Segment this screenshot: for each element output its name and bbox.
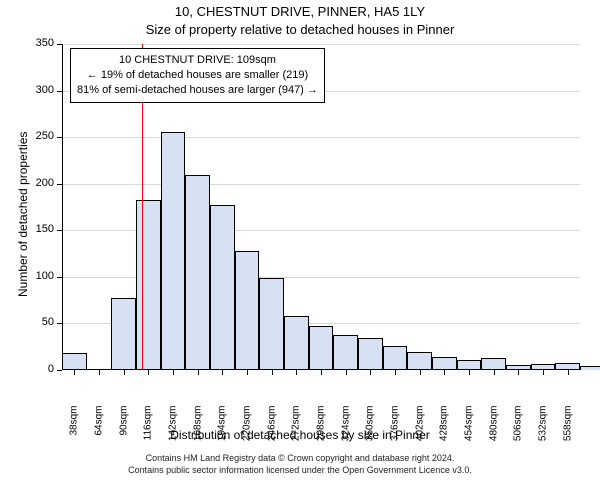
x-tick	[370, 370, 371, 375]
histogram-bar	[333, 335, 358, 370]
histogram-bar	[111, 298, 136, 370]
grid-line	[62, 184, 580, 185]
histogram-bar	[259, 278, 284, 370]
y-tick-label: 300	[22, 84, 54, 96]
x-tick	[469, 370, 470, 375]
x-tick	[444, 370, 445, 375]
x-tick	[99, 370, 100, 375]
info-box: 10 CHESTNUT DRIVE: 109sqm← 19% of detach…	[70, 48, 325, 103]
y-tick	[57, 230, 62, 231]
y-axis-line	[62, 44, 63, 370]
x-tick	[198, 370, 199, 375]
histogram-bar	[580, 366, 600, 370]
y-tick-label: 250	[22, 130, 54, 142]
x-tick	[420, 370, 421, 375]
x-tick-label: 506sqm	[513, 406, 524, 456]
histogram-bar	[383, 346, 408, 370]
y-tick-label: 100	[22, 270, 54, 282]
x-tick	[518, 370, 519, 375]
x-tick-label: 324sqm	[340, 406, 351, 456]
x-tick-label: 116sqm	[143, 406, 154, 456]
credits-line2: Contains public sector information licen…	[0, 464, 600, 476]
x-tick-label: 194sqm	[217, 406, 228, 456]
y-tick	[57, 370, 62, 371]
y-tick	[57, 277, 62, 278]
y-tick	[57, 137, 62, 138]
x-tick	[321, 370, 322, 375]
histogram-bar	[407, 352, 432, 370]
y-tick	[57, 44, 62, 45]
y-tick	[57, 323, 62, 324]
histogram-bar	[210, 205, 235, 370]
x-tick-label: 272sqm	[291, 406, 302, 456]
x-tick-label: 480sqm	[488, 406, 499, 456]
x-tick-label: 558sqm	[562, 406, 573, 456]
x-tick-label: 376sqm	[390, 406, 401, 456]
x-tick	[124, 370, 125, 375]
histogram-bar	[358, 338, 383, 370]
y-tick	[57, 184, 62, 185]
x-tick-label: 168sqm	[192, 406, 203, 456]
x-tick	[346, 370, 347, 375]
y-tick	[57, 91, 62, 92]
y-tick-label: 0	[22, 363, 54, 375]
histogram-bar	[136, 200, 161, 370]
y-tick-label: 150	[22, 223, 54, 235]
x-tick-label: 454sqm	[464, 406, 475, 456]
x-tick	[247, 370, 248, 375]
chart-subtitle: Size of property relative to detached ho…	[0, 22, 600, 37]
y-tick-label: 50	[22, 316, 54, 328]
histogram-bar	[235, 251, 260, 370]
histogram-bar	[185, 175, 210, 370]
x-tick-label: 220sqm	[242, 406, 253, 456]
y-tick-label: 350	[22, 37, 54, 49]
x-tick	[272, 370, 273, 375]
histogram-bar	[284, 316, 309, 370]
x-tick-label: 90sqm	[118, 406, 129, 456]
chart-title: 10, CHESTNUT DRIVE, PINNER, HA5 1LY	[0, 4, 600, 19]
x-tick-label: 64sqm	[94, 406, 105, 456]
histogram-bar	[309, 326, 334, 370]
credits: Contains HM Land Registry data © Crown c…	[0, 452, 600, 476]
grid-line	[62, 44, 580, 45]
x-tick-label: 38sqm	[69, 406, 80, 456]
x-tick-label: 350sqm	[365, 406, 376, 456]
x-tick	[543, 370, 544, 375]
info-line: 10 CHESTNUT DRIVE: 109sqm	[77, 53, 318, 68]
plot-area: 10 CHESTNUT DRIVE: 109sqm← 19% of detach…	[62, 44, 580, 370]
x-tick	[173, 370, 174, 375]
histogram-bar	[62, 353, 87, 370]
x-tick	[494, 370, 495, 375]
x-tick-label: 298sqm	[316, 406, 327, 456]
x-tick	[148, 370, 149, 375]
x-tick	[296, 370, 297, 375]
x-tick-label: 402sqm	[414, 406, 425, 456]
x-tick	[568, 370, 569, 375]
x-tick-label: 246sqm	[266, 406, 277, 456]
histogram-bar	[161, 132, 186, 370]
info-line: 81% of semi-detached houses are larger (…	[77, 83, 318, 98]
grid-line	[62, 137, 580, 138]
chart-container: 10, CHESTNUT DRIVE, PINNER, HA5 1LY Size…	[0, 0, 600, 500]
info-line: ← 19% of detached houses are smaller (21…	[77, 68, 318, 83]
x-tick-label: 428sqm	[439, 406, 450, 456]
x-tick-label: 532sqm	[538, 406, 549, 456]
y-tick-label: 200	[22, 177, 54, 189]
x-tick	[395, 370, 396, 375]
x-tick	[222, 370, 223, 375]
x-tick-label: 142sqm	[168, 406, 179, 456]
x-tick	[74, 370, 75, 375]
